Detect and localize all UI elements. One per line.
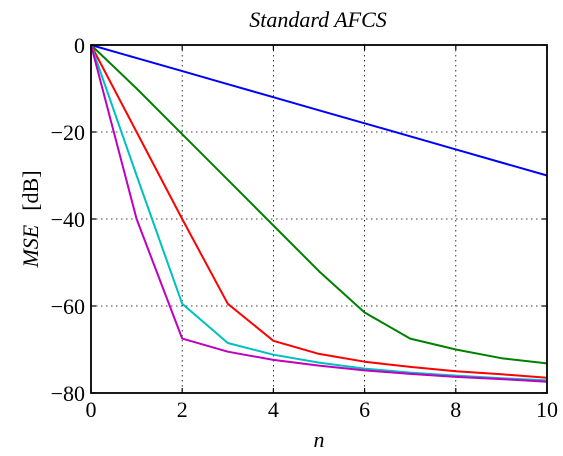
y-tick-label: −40 [51,207,85,232]
x-tick-label: 4 [268,397,279,422]
x-axis-label: n [314,427,325,452]
y-tick-label: −80 [51,381,85,406]
x-tick-labels: 0 2 4 6 8 10 [86,397,559,422]
series-lines [90,44,548,383]
y-tick-labels: 0 −20 −40 −60 −80 [51,33,85,406]
y-tick-label: −20 [51,120,85,145]
series-line-5 [90,44,548,383]
y-tick-label: −60 [51,294,85,319]
x-tick-label: 6 [359,397,370,422]
y-axis-label-symbol: MSE [18,224,43,268]
plot-frame [90,44,548,394]
series-line-3 [90,44,548,379]
x-tick-label: 8 [450,397,461,422]
series-line-2 [90,44,548,365]
x-tick-label: 0 [86,397,97,422]
y-axis-label: MSE [dB] [18,170,43,268]
chart-title: Standard AFCS [249,7,387,32]
grid-lines [91,45,547,393]
series-line-4 [90,44,548,382]
x-tick-label: 2 [177,397,188,422]
series-line-1 [90,44,548,177]
axis-ticks [90,44,548,394]
y-axis-label-unit: [dB] [18,170,43,210]
svg-text:MSE[dB]: MSE [dB] [18,170,43,268]
y-tick-label: 0 [74,33,85,58]
x-tick-label: 10 [536,397,558,422]
